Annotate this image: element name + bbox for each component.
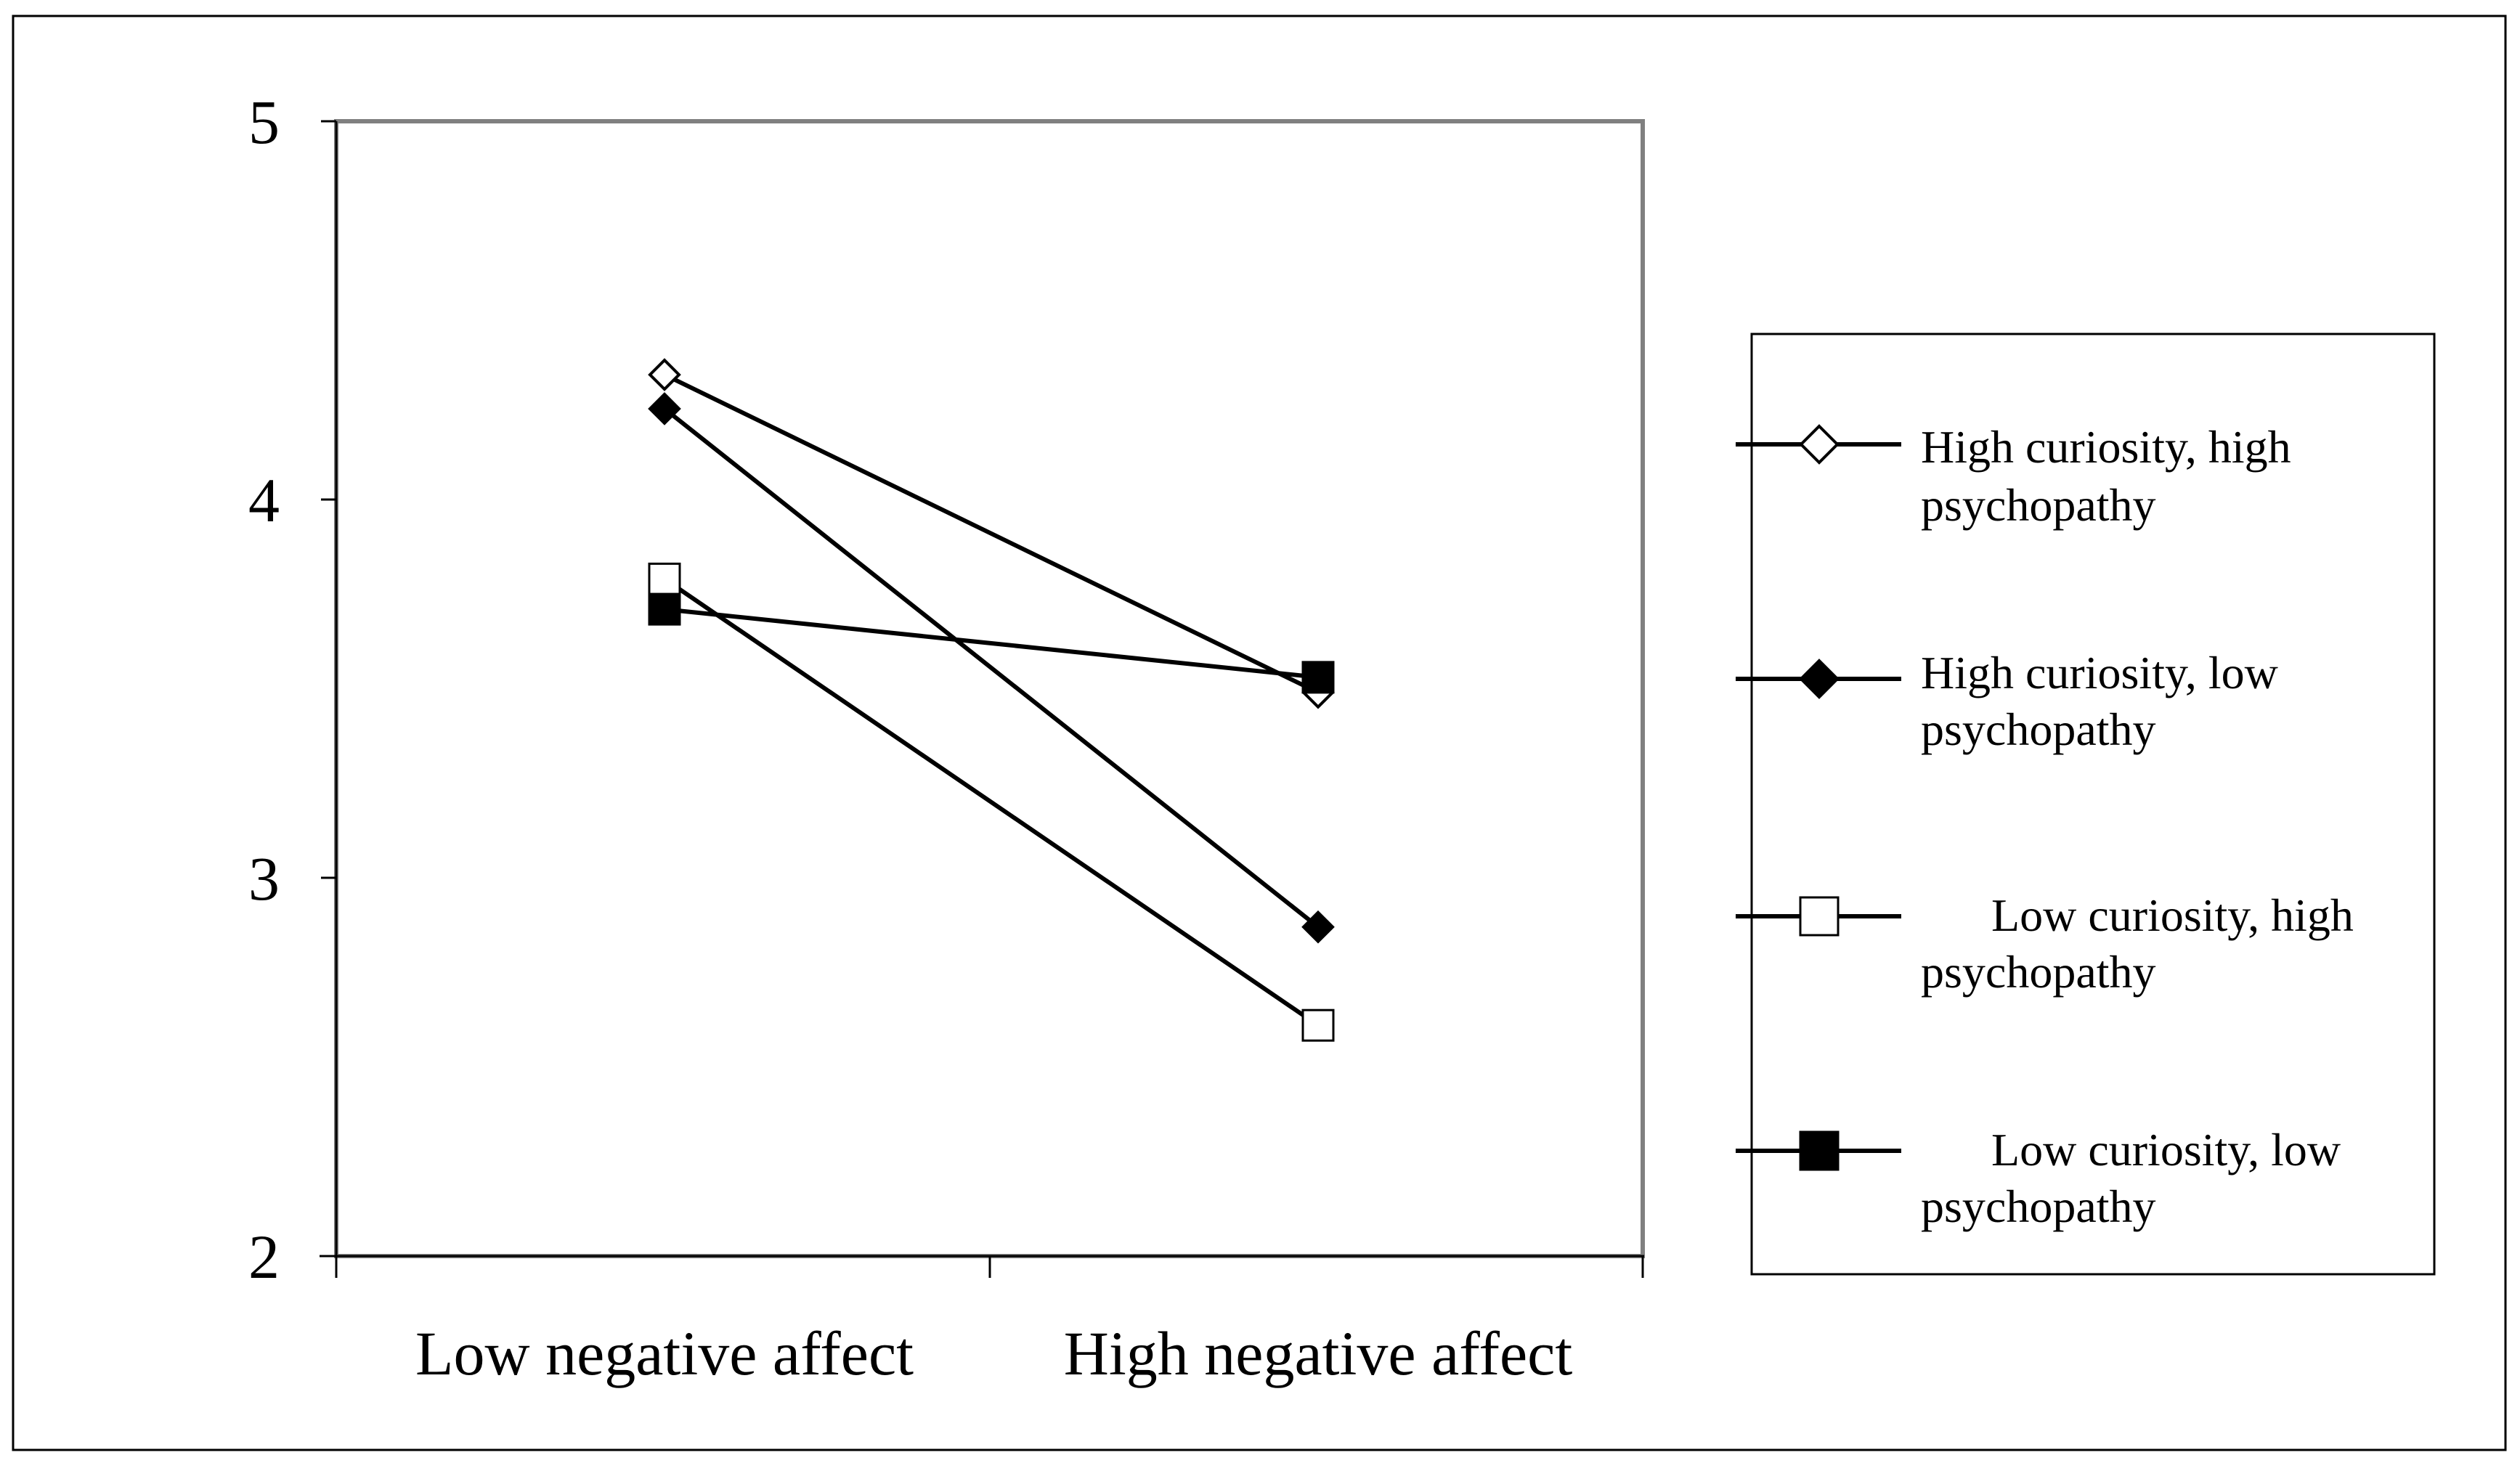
series-markers (648, 358, 1335, 1042)
data-point (1301, 661, 1335, 694)
y-tick-label: 5 (248, 87, 280, 157)
data-point (648, 592, 681, 626)
legend-label: psychopathy (1921, 1181, 2156, 1232)
x-tick-label: High negative affect (1064, 1319, 1573, 1388)
series-line (663, 407, 1320, 929)
legend-item: High curiosity, low psychopathy (1736, 647, 2278, 755)
y-tick-label: 4 (248, 465, 280, 535)
data-point (648, 562, 681, 595)
series-line (663, 372, 1320, 695)
legend-item: High curiosity, high psychopathy (1736, 421, 2291, 531)
x-tick-label: Low negative affect (415, 1319, 914, 1388)
legend-label: High curiosity, high (1921, 421, 2291, 473)
data-point (1301, 910, 1335, 944)
data-point (1301, 1008, 1335, 1042)
data-point (648, 358, 681, 391)
series-lines (663, 372, 1320, 1027)
legend-label: psychopathy (1921, 479, 2156, 531)
y-ticks: 2 3 4 5 (248, 87, 336, 1292)
legend-marker-icon (1799, 896, 1840, 937)
legend-label: psychopathy (1921, 946, 2156, 998)
series-line (664, 607, 1319, 680)
legend-marker-icon (1799, 1130, 1840, 1171)
series-layer (648, 358, 1335, 1042)
legend-item: Low curiosity, low psychopathy (1736, 1124, 2341, 1232)
legend-marker-icon (1799, 659, 1840, 699)
y-tick-label: 2 (248, 1222, 280, 1292)
legend-label: psychopathy (1921, 704, 2156, 755)
x-ticks: Low negative affect High negative affect (335, 1256, 1644, 1388)
data-point (648, 392, 681, 425)
legend-label: Low curiosity, low (1991, 1124, 2341, 1175)
legend-label: Low curiosity, high (1991, 889, 2354, 941)
legend-label: High curiosity, low (1921, 647, 2278, 698)
y-tick-label: 3 (248, 844, 280, 913)
series-line (663, 576, 1320, 1027)
legend-box (1750, 333, 2436, 1276)
legend-marker-icon (1799, 424, 1840, 465)
